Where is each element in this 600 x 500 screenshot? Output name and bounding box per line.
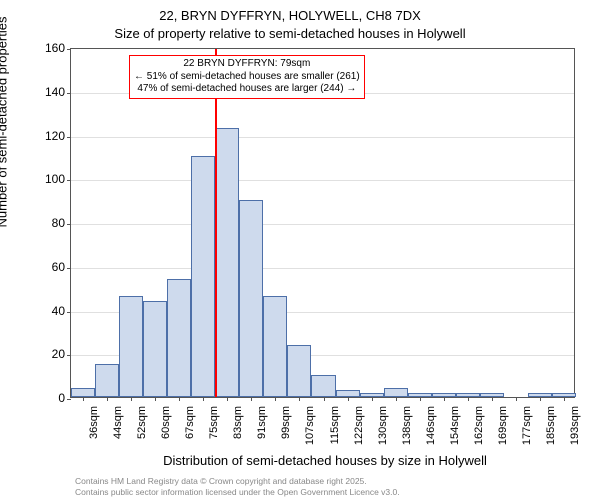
property-marker-line: [215, 49, 217, 397]
y-tick-label: 140: [45, 85, 65, 99]
x-tick-mark: [227, 397, 228, 401]
grid-line: [71, 180, 574, 181]
chart-title-line1: 22, BRYN DYFFRYN, HOLYWELL, CH8 7DX: [0, 8, 580, 23]
histogram-bar: [143, 301, 167, 397]
y-tick-mark: [67, 268, 71, 269]
histogram-bar: [119, 296, 143, 397]
x-tick-mark: [564, 397, 565, 401]
y-tick-mark: [67, 49, 71, 50]
y-tick-label: 80: [52, 216, 65, 230]
x-tick-label: 44sqm: [112, 406, 124, 456]
x-tick-mark: [444, 397, 445, 401]
x-tick-mark: [251, 397, 252, 401]
y-tick-label: 160: [45, 41, 65, 55]
y-tick-label: 120: [45, 129, 65, 143]
annotation-box: 22 BRYN DYFFRYN: 79sqm← 51% of semi-deta…: [129, 55, 365, 99]
y-axis-label: Number of semi-detached properties: [0, 17, 10, 228]
x-tick-label: 162sqm: [473, 406, 485, 456]
x-tick-label: 60sqm: [160, 406, 172, 456]
y-tick-mark: [67, 355, 71, 356]
histogram-bar: [311, 375, 335, 397]
y-tick-mark: [67, 137, 71, 138]
x-tick-mark: [179, 397, 180, 401]
histogram-bar: [95, 364, 119, 397]
x-tick-mark: [372, 397, 373, 401]
annotation-line: 47% of semi-detached houses are larger (…: [134, 83, 360, 96]
histogram-bar: [239, 200, 263, 397]
x-tick-label: 52sqm: [136, 406, 148, 456]
x-tick-label: 146sqm: [425, 406, 437, 456]
y-tick-mark: [67, 180, 71, 181]
plot-area: 22 BRYN DYFFRYN: 79sqm← 51% of semi-deta…: [70, 48, 575, 398]
y-tick-mark: [67, 224, 71, 225]
x-tick-label: 83sqm: [232, 406, 244, 456]
x-tick-label: 130sqm: [377, 406, 389, 456]
x-tick-mark: [468, 397, 469, 401]
x-tick-label: 154sqm: [449, 406, 461, 456]
x-tick-mark: [348, 397, 349, 401]
grid-line: [71, 137, 574, 138]
histogram-bar: [215, 128, 239, 397]
grid-line: [71, 224, 574, 225]
y-tick-label: 60: [52, 260, 65, 274]
x-tick-label: 177sqm: [521, 406, 533, 456]
x-tick-mark: [203, 397, 204, 401]
y-tick-mark: [67, 312, 71, 313]
histogram-bar: [287, 345, 311, 398]
x-tick-label: 91sqm: [256, 406, 268, 456]
y-tick-mark: [67, 399, 71, 400]
x-tick-mark: [396, 397, 397, 401]
x-tick-mark: [492, 397, 493, 401]
y-tick-label: 20: [52, 347, 65, 361]
histogram-bar: [167, 279, 191, 397]
x-tick-label: 36sqm: [88, 406, 100, 456]
x-tick-label: 75sqm: [208, 406, 220, 456]
histogram-bar: [71, 388, 95, 397]
y-tick-label: 100: [45, 172, 65, 186]
x-tick-label: 169sqm: [497, 406, 509, 456]
footer-attribution-2: Contains public sector information licen…: [75, 487, 400, 497]
x-tick-mark: [420, 397, 421, 401]
x-tick-mark: [299, 397, 300, 401]
x-tick-mark: [275, 397, 276, 401]
y-tick-label: 0: [58, 391, 65, 405]
y-tick-label: 40: [52, 304, 65, 318]
x-tick-mark: [107, 397, 108, 401]
x-tick-mark: [516, 397, 517, 401]
x-tick-label: 138sqm: [401, 406, 413, 456]
grid-line: [71, 268, 574, 269]
histogram-bar: [191, 156, 215, 397]
x-tick-label: 67sqm: [184, 406, 196, 456]
chart-title-line2: Size of property relative to semi-detach…: [0, 26, 580, 41]
x-tick-mark: [155, 397, 156, 401]
x-tick-label: 122sqm: [353, 406, 365, 456]
y-tick-mark: [67, 93, 71, 94]
x-tick-label: 185sqm: [545, 406, 557, 456]
x-tick-label: 193sqm: [569, 406, 581, 456]
x-tick-label: 115sqm: [329, 406, 341, 456]
x-tick-label: 107sqm: [304, 406, 316, 456]
footer-attribution-1: Contains HM Land Registry data © Crown c…: [75, 476, 367, 486]
x-tick-mark: [540, 397, 541, 401]
histogram-bar: [384, 388, 408, 397]
x-tick-mark: [324, 397, 325, 401]
x-tick-mark: [83, 397, 84, 401]
annotation-line: ← 51% of semi-detached houses are smalle…: [134, 71, 360, 84]
annotation-line: 22 BRYN DYFFRYN: 79sqm: [134, 58, 360, 71]
x-tick-label: 99sqm: [280, 406, 292, 456]
histogram-bar: [263, 296, 287, 397]
x-tick-mark: [131, 397, 132, 401]
